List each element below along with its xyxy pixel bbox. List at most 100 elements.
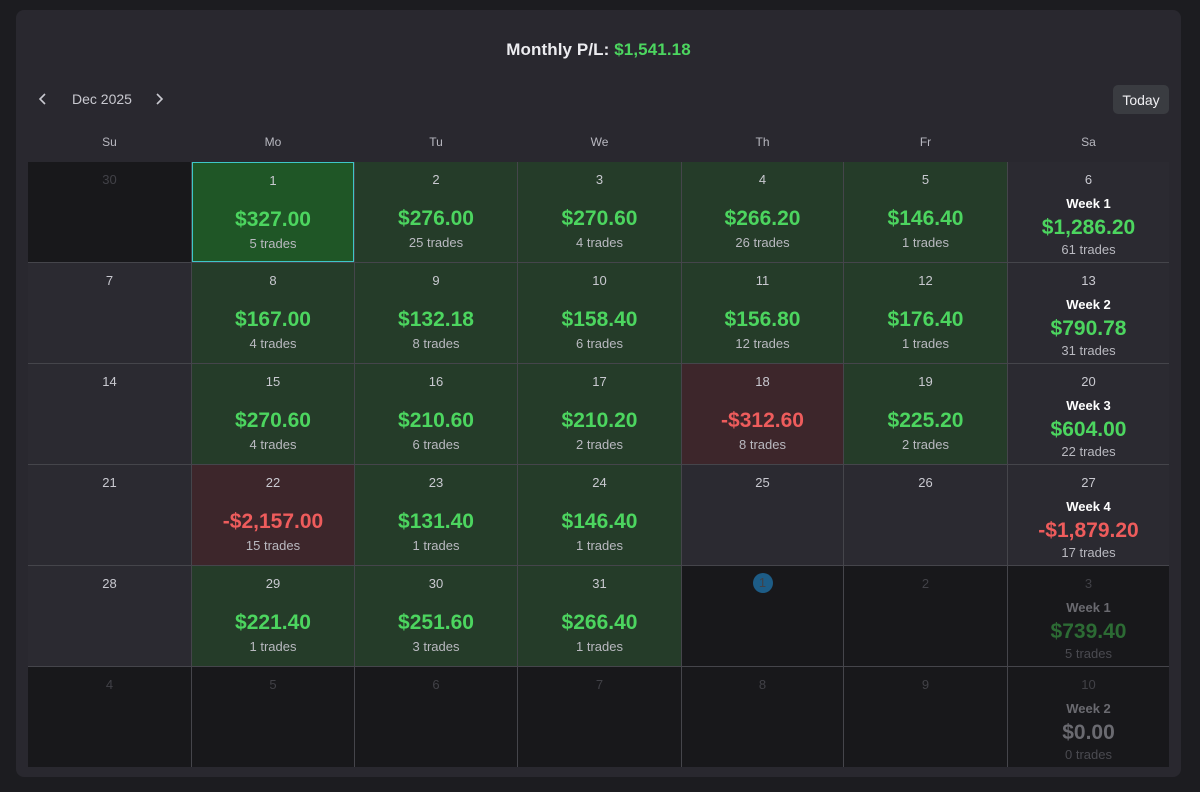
week-trades: 0 trades xyxy=(1065,747,1112,762)
week-pl: $739.40 xyxy=(1050,620,1127,643)
day-pl: $156.80 xyxy=(724,308,801,331)
current-month: Dec 2025 xyxy=(72,91,132,107)
day-cell[interactable]: 23 $131.40 1 trades xyxy=(355,465,517,565)
day-number: 5 xyxy=(921,172,930,187)
day-cell[interactable]: 10 $158.40 6 trades xyxy=(518,263,681,363)
week-trades: 5 trades xyxy=(1065,646,1112,661)
day-pl: $131.40 xyxy=(398,510,474,533)
prev-month-button[interactable] xyxy=(32,88,54,110)
day-cell[interactable]: 18 -$312.60 8 trades xyxy=(682,364,843,464)
day-cell[interactable]: 26 xyxy=(844,465,1007,565)
day-cell[interactable]: 5 xyxy=(192,667,354,767)
day-cell[interactable]: 16 $210.60 6 trades xyxy=(355,364,517,464)
day-cell[interactable]: 30 xyxy=(28,162,191,262)
chevron-left-icon xyxy=(38,93,46,105)
day-cell[interactable]: 11 $156.80 12 trades xyxy=(682,263,843,363)
day-number: 6 xyxy=(1084,172,1093,187)
day-cell[interactable]: 29 $221.40 1 trades xyxy=(192,566,354,666)
day-pl: -$2,157.00 xyxy=(222,510,324,533)
day-cell[interactable]: 3 $270.60 4 trades xyxy=(518,162,681,262)
day-number: 16 xyxy=(428,374,444,389)
day-cell[interactable]: 8 $167.00 4 trades xyxy=(192,263,354,363)
week-pl: $1,286.20 xyxy=(1041,216,1136,239)
day-pl: $266.20 xyxy=(724,207,801,230)
week-summary-cell[interactable]: 10 Week 2 $0.00 0 trades xyxy=(1008,667,1169,767)
day-cell[interactable]: 4 xyxy=(28,667,191,767)
day-cell[interactable]: 7 xyxy=(518,667,681,767)
weekday-label: Sa xyxy=(1081,135,1096,149)
day-cell[interactable]: 30 $251.60 3 trades xyxy=(355,566,517,666)
week-summary-cell[interactable]: 20 Week 3 $604.00 22 trades xyxy=(1008,364,1169,464)
day-cell[interactable]: 2 xyxy=(844,566,1007,666)
day-number: 11 xyxy=(755,273,770,288)
day-trades: 4 trades xyxy=(249,336,297,351)
week-summary-cell[interactable]: 27 Week 4 -$1,879.20 17 trades xyxy=(1008,465,1169,565)
weekday-label: Fr xyxy=(919,135,932,149)
day-cell[interactable]: 22 -$2,157.00 15 trades xyxy=(192,465,354,565)
day-trades: 1 trades xyxy=(576,538,623,553)
day-number: 25 xyxy=(755,475,770,490)
day-cell[interactable]: 1 xyxy=(682,566,843,666)
day-trades: 2 trades xyxy=(902,437,949,452)
day-cell[interactable]: 12 $176.40 1 trades xyxy=(844,263,1007,363)
day-cell[interactable]: 2 $276.00 25 trades xyxy=(355,162,517,262)
day-number: 22 xyxy=(265,475,281,490)
day-number: 9 xyxy=(432,273,440,288)
week-label: Week 2 xyxy=(1066,701,1111,716)
day-pl: $221.40 xyxy=(235,611,311,634)
day-pl: $251.60 xyxy=(398,611,474,634)
monthly-pl-label: Monthly P/L: xyxy=(506,40,610,59)
day-cell[interactable]: 4 $266.20 26 trades xyxy=(682,162,843,262)
day-number: 14 xyxy=(102,374,117,389)
day-trades: 4 trades xyxy=(576,235,623,250)
day-cell[interactable]: 15 $270.60 4 trades xyxy=(192,364,354,464)
day-pl: $270.60 xyxy=(235,409,311,432)
monthly-pl-title: Monthly P/L: $1,541.18 xyxy=(16,40,1181,60)
week-summary-cell[interactable]: 13 Week 2 $790.78 31 trades xyxy=(1008,263,1169,363)
day-cell[interactable]: 19 $225.20 2 trades xyxy=(844,364,1007,464)
day-cell[interactable]: 31 $266.40 1 trades xyxy=(518,566,681,666)
day-trades: 3 trades xyxy=(412,639,460,654)
day-cell[interactable]: 14 xyxy=(28,364,191,464)
monthly-pl-value: $1,541.18 xyxy=(614,40,691,59)
calendar-grid: 30 1 $327.00 5 trades 2 $276.00 25 trades 3 $270… xyxy=(28,162,1169,767)
week-summary-cell[interactable]: 3 Week 1 $739.40 5 trades xyxy=(1008,566,1169,666)
day-pl: $158.40 xyxy=(561,308,638,331)
day-trades: 1 trades xyxy=(902,235,949,250)
day-number: 8 xyxy=(758,677,767,692)
week-label: Week 1 xyxy=(1066,600,1111,615)
day-pl: $167.00 xyxy=(235,308,311,331)
day-cell[interactable]: 21 xyxy=(28,465,191,565)
day-number: 10 xyxy=(592,273,607,288)
day-cell[interactable]: 5 $146.40 1 trades xyxy=(844,162,1007,262)
day-pl: -$312.60 xyxy=(721,409,804,432)
day-number: 7 xyxy=(105,273,114,288)
day-number: 13 xyxy=(1081,273,1096,288)
day-cell[interactable]: 9 $132.18 8 trades xyxy=(355,263,517,363)
day-cell[interactable]: 17 $210.20 2 trades xyxy=(518,364,681,464)
week-pl: $790.78 xyxy=(1050,317,1127,340)
day-cell[interactable]: 7 xyxy=(28,263,191,363)
weekday-label: Th xyxy=(755,135,770,149)
week-label: Week 4 xyxy=(1066,499,1111,514)
day-cell[interactable]: 25 xyxy=(682,465,843,565)
day-number: 29 xyxy=(265,576,281,591)
day-cell[interactable]: 8 xyxy=(682,667,843,767)
today-button[interactable]: Today xyxy=(1113,85,1169,114)
day-cell[interactable]: 9 xyxy=(844,667,1007,767)
day-pl: $210.20 xyxy=(561,409,638,432)
week-pl: $0.00 xyxy=(1062,721,1115,744)
day-number: 3 xyxy=(595,172,604,187)
day-number: 4 xyxy=(105,677,114,692)
weekday-label: Su xyxy=(102,135,117,149)
next-month-button[interactable] xyxy=(148,88,170,110)
day-cell[interactable]: 1 $327.00 5 trades xyxy=(192,162,354,262)
day-cell[interactable]: 28 xyxy=(28,566,191,666)
week-summary-cell[interactable]: 6 Week 1 $1,286.20 61 trades xyxy=(1008,162,1169,262)
day-cell[interactable]: 6 xyxy=(355,667,517,767)
day-number: 26 xyxy=(918,475,933,490)
day-pl: $132.18 xyxy=(398,308,474,331)
day-cell[interactable]: 24 $146.40 1 trades xyxy=(518,465,681,565)
day-trades: 2 trades xyxy=(576,437,623,452)
day-number: 7 xyxy=(595,677,604,692)
